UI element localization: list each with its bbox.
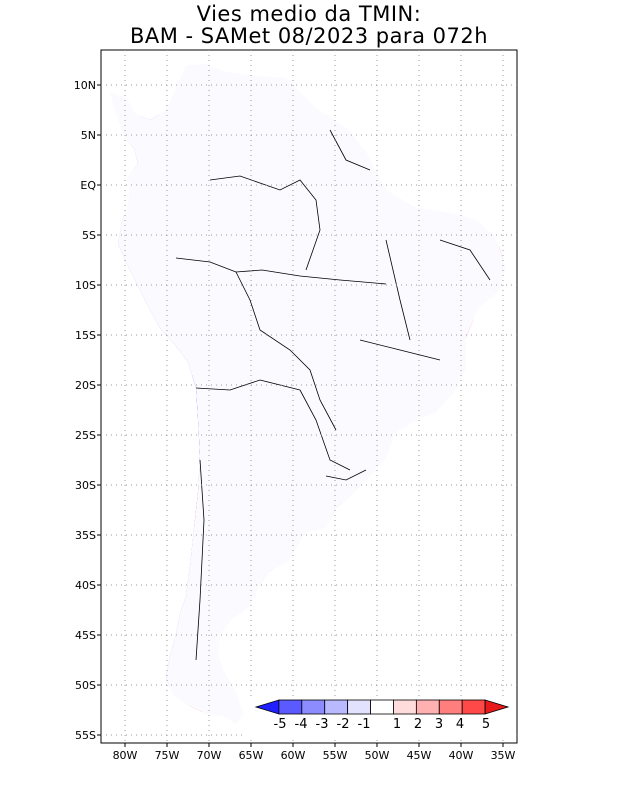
lat-label: 10S <box>75 279 96 292</box>
lat-label: 30S <box>75 479 96 492</box>
lon-label: 35W <box>491 749 516 762</box>
lat-label: 5S <box>82 229 96 242</box>
colorbar-label: 5 <box>482 717 490 732</box>
colorbar-label: -5 <box>274 717 287 732</box>
colorbar-label: -3 <box>316 717 329 732</box>
border-paraguay <box>299 389 351 471</box>
colorbar-segment <box>438 699 463 715</box>
lon-label: 70W <box>197 749 222 762</box>
colorbar-label: 3 <box>435 717 443 732</box>
colorbar-segment <box>393 699 417 715</box>
lon-label: 50W <box>365 749 390 762</box>
latitude-ticks <box>97 84 101 736</box>
colorbar-label: 4 <box>456 717 464 732</box>
lat-label: 5N <box>81 129 96 142</box>
lat-label: 55S <box>75 729 96 742</box>
continent-layer <box>109 63 507 725</box>
longitude-ticks <box>124 743 504 747</box>
colorbar-labels: -5 -4 -3 -2 -1 1 2 3 4 5 <box>274 717 491 732</box>
lat-label: 25S <box>75 429 96 442</box>
lat-label: 10N <box>74 79 96 92</box>
colorbar-segment <box>347 699 371 715</box>
border-amazon-west <box>209 175 321 271</box>
lon-label: 75W <box>155 749 180 762</box>
border-states <box>385 239 411 341</box>
lon-label: 65W <box>239 749 264 762</box>
lat-label: 15S <box>75 329 96 342</box>
map-grid <box>101 50 517 743</box>
colorbar-segment <box>301 699 326 715</box>
colorbar-segment <box>461 699 486 715</box>
colorbar-segment <box>324 699 349 715</box>
lat-label: 40S <box>75 579 96 592</box>
latitude-labels: 10N 5N EQ 5S 10S 15S 20S 25S 30S 35S 40S… <box>74 79 97 742</box>
lat-label: 35S <box>75 529 96 542</box>
colorbar: -5 -4 -3 -2 -1 1 2 3 4 5 <box>244 697 516 737</box>
colorbar-label: -2 <box>337 717 350 732</box>
colorbar-segments <box>254 699 510 715</box>
border-uruguay <box>325 469 367 481</box>
colorbar-segment <box>484 699 510 715</box>
lat-label: 20S <box>75 379 96 392</box>
lon-label: 40W <box>449 749 474 762</box>
longitude-labels: 80W 75W 70W 65W 60W 55W 50W 45W 40W 35W <box>113 749 516 762</box>
lat-label: 45S <box>75 629 96 642</box>
colorbar-segment <box>370 699 394 715</box>
lon-label: 60W <box>281 749 306 762</box>
colorbar-segment <box>278 699 303 715</box>
colorbar-segment <box>415 699 440 715</box>
lon-label: 55W <box>323 749 348 762</box>
border-chile <box>195 459 205 661</box>
lat-label: 50S <box>75 679 96 692</box>
lon-label: 45W <box>407 749 432 762</box>
lat-label: EQ <box>80 179 96 192</box>
border-brazil-north <box>175 257 387 285</box>
border-states-2 <box>359 339 441 361</box>
map-title-line1: Vies medio da TMIN: <box>196 2 422 26</box>
border-andes <box>195 379 301 391</box>
border-bolivia <box>235 271 337 431</box>
map-title-line2: BAM - SAMet 08/2023 para 072h <box>129 24 489 48</box>
country-borders <box>175 129 491 661</box>
colorbar-label: 2 <box>414 717 422 732</box>
border-states-3 <box>439 239 491 281</box>
colorbar-label: 1 <box>393 717 401 732</box>
colorbar-label: -4 <box>295 717 308 732</box>
lon-label: 80W <box>113 749 138 762</box>
colorbar-label: -1 <box>358 717 371 732</box>
